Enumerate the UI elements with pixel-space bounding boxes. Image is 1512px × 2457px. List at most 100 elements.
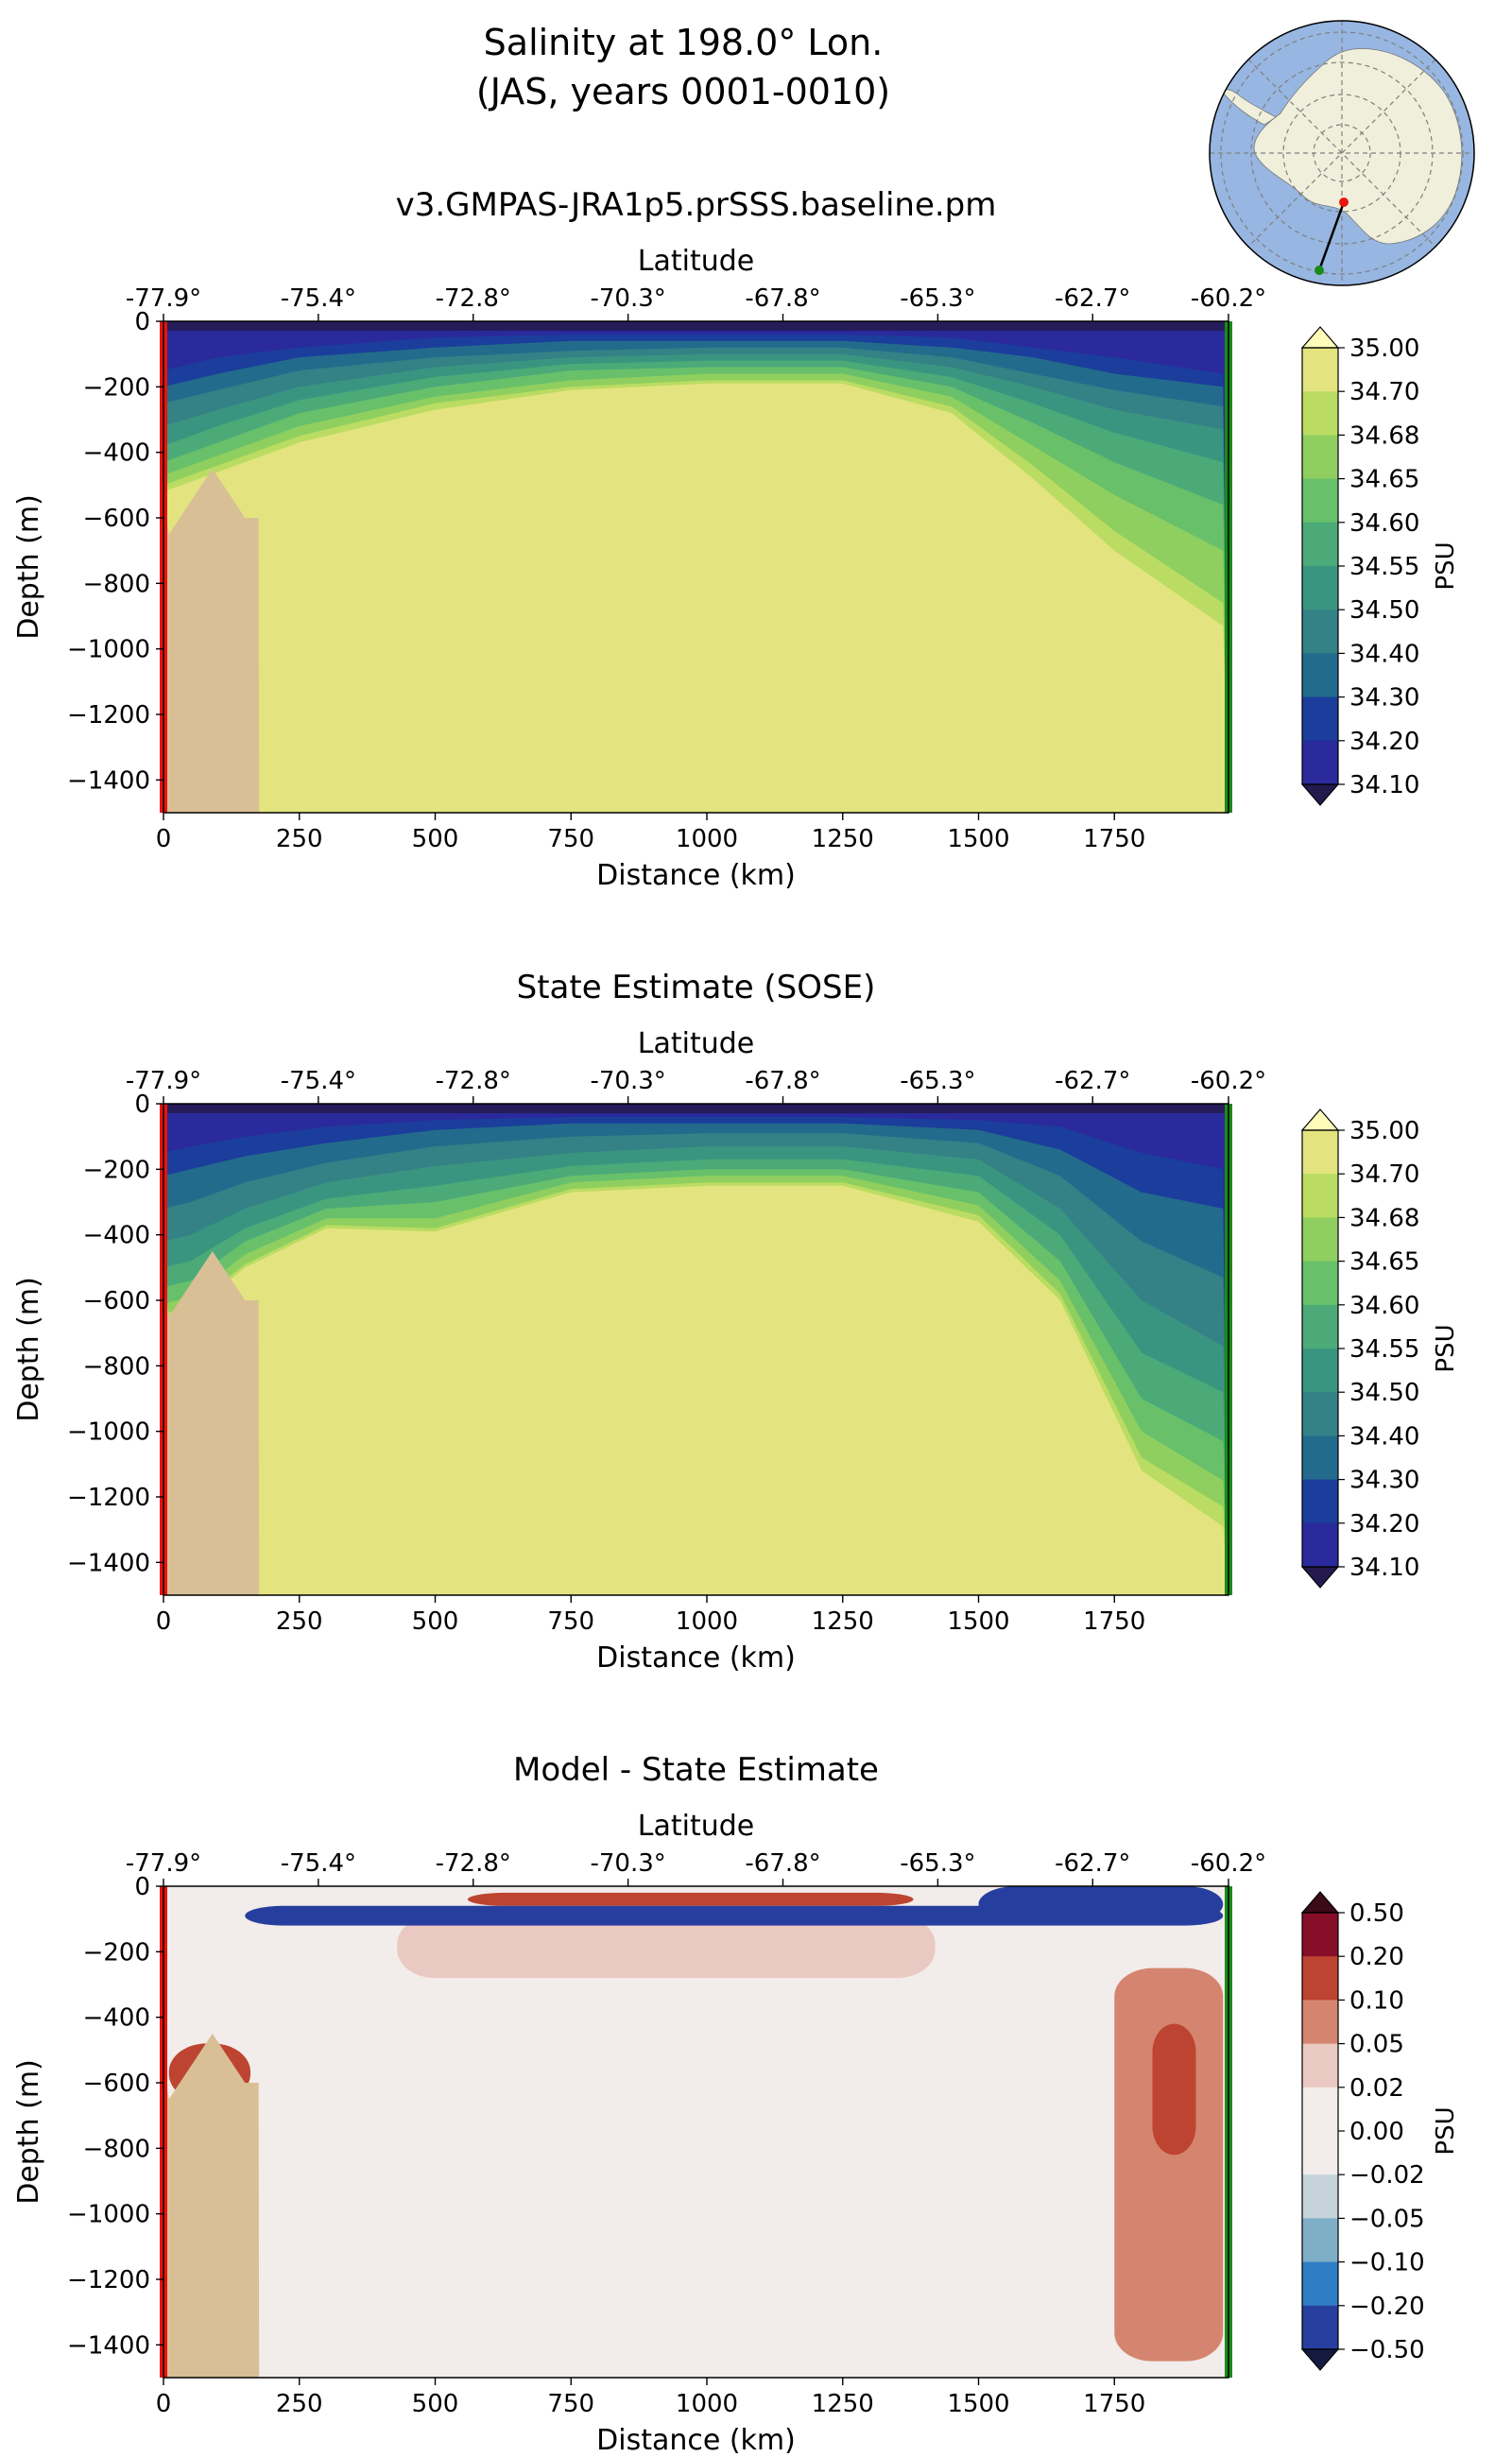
colorbar: 0.50 0.20 0.10 0.05 0.02 0.00 −0.02 −0.05 −0.10 −… xyxy=(1300,1891,1460,2371)
colorbar-segment xyxy=(1302,610,1338,654)
lat-tick-label: -62.7° xyxy=(1055,1067,1130,1095)
colorbar-segment xyxy=(1302,1349,1338,1393)
colorbar-tick-label: 35.00 xyxy=(1349,1117,1419,1145)
x-axis-label: Distance (km) xyxy=(596,859,796,892)
plot-area xyxy=(163,1886,1228,2378)
colorbar-segment xyxy=(1302,2087,1338,2132)
colorbar-tick-label: 34.40 xyxy=(1349,1422,1419,1451)
seafloor-bathymetry xyxy=(163,1251,260,1595)
lat-tick-label: -60.2° xyxy=(1191,1067,1266,1095)
x-tick-label: 250 xyxy=(276,2390,323,2418)
x-tick-label: 1750 xyxy=(1083,825,1145,853)
colorbar-segment xyxy=(1302,522,1338,567)
lat-tick-label: -60.2° xyxy=(1191,1849,1266,1878)
antarctica-landmass xyxy=(1253,48,1463,245)
plot-area xyxy=(163,1104,1228,1595)
x-tick-label: 1250 xyxy=(812,825,874,853)
lat-tick-label: -72.8° xyxy=(436,1849,511,1878)
x-tick-label: 1750 xyxy=(1083,1607,1145,1636)
panel-sose: State Estimate (SOSE) 0 250 500 750 1000 1250 1… xyxy=(12,969,1460,1675)
axes-frame xyxy=(163,1885,1229,2379)
colorbar-tick-label: −0.20 xyxy=(1349,2293,1425,2321)
y-tick-label: −600 xyxy=(83,1287,150,1315)
x-tick-label: 1750 xyxy=(1083,2390,1145,2418)
lat-tick-label: -67.8° xyxy=(745,284,820,313)
colorbar-segment xyxy=(1302,1522,1338,1568)
y-tick-label: −1200 xyxy=(67,1484,150,1512)
colorbar-tick-label: 0.50 xyxy=(1349,1899,1404,1928)
y-axis-label: Depth (m) xyxy=(12,2059,45,2205)
x-tick-label: 750 xyxy=(547,2390,594,2418)
x-tick-label: 0 xyxy=(156,825,172,853)
colorbar-segment xyxy=(1302,2218,1338,2263)
x-tick-label: 1000 xyxy=(676,2390,738,2418)
colorbar-tick-label: 34.30 xyxy=(1349,684,1419,713)
inset-map xyxy=(1209,20,1475,286)
y-tick-label: −200 xyxy=(83,1938,150,1967)
colorbar-segment xyxy=(1302,1913,1338,1957)
y-tick-label: −600 xyxy=(83,505,150,533)
transect-end-marker xyxy=(1314,266,1324,275)
lat-tick-label: -75.4° xyxy=(281,1067,356,1095)
colorbar-tick-label: −0.50 xyxy=(1349,2336,1425,2364)
lat-tick-label: -75.4° xyxy=(281,284,356,313)
x-tick-label: 500 xyxy=(412,2390,459,2418)
colorbar-tick-label: 34.70 xyxy=(1349,378,1419,406)
x-tick-label: 1000 xyxy=(676,1607,738,1636)
colorbar-label: PSU xyxy=(1432,541,1460,590)
colorbar-under-arrow xyxy=(1300,783,1340,806)
y-tick-label: −600 xyxy=(83,2070,150,2098)
colorbar-under-arrow xyxy=(1300,1566,1340,1589)
colorbar-tick-label: 34.20 xyxy=(1349,728,1419,756)
colorbar-segment xyxy=(1302,1130,1338,1175)
colorbar-tick-label: 34.30 xyxy=(1349,1467,1419,1495)
colorbar-segment xyxy=(1302,348,1338,392)
map-grid-meridian xyxy=(1247,59,1436,248)
transect-line xyxy=(1317,201,1346,271)
colorbar-segment xyxy=(1302,1479,1338,1524)
colorbar-tick-label: 34.55 xyxy=(1349,1335,1419,1364)
lat-tick-label: -62.7° xyxy=(1055,1849,1130,1878)
y-tick-label: −400 xyxy=(83,439,150,468)
colorbar-segment xyxy=(1302,740,1338,785)
lat-tick-label: -70.3° xyxy=(590,1067,665,1095)
x-tick-label: 750 xyxy=(547,1607,594,1636)
difference-region xyxy=(1152,2023,1196,2156)
colorbar-segment xyxy=(1302,1174,1338,1218)
lat-tick-label: -70.3° xyxy=(590,1849,665,1878)
salinity-band xyxy=(163,321,1228,331)
y-tick-label: 0 xyxy=(134,1873,150,1901)
lat-tick-label: -65.3° xyxy=(900,1849,975,1878)
y-tick-label: −400 xyxy=(83,1222,150,1250)
colorbar-tick-label: 0.20 xyxy=(1349,1943,1404,1971)
colorbar-tick-label: 0.02 xyxy=(1349,2074,1404,2103)
y-tick-label: −1400 xyxy=(67,2331,150,2360)
salinity-band xyxy=(163,1185,1228,1595)
plot-area xyxy=(163,321,1228,813)
colorbar-tick-label: −0.10 xyxy=(1349,2249,1425,2277)
colorbar-segment xyxy=(1302,1304,1338,1349)
x-tick-label: 1500 xyxy=(947,2390,1009,2418)
lat-tick-label: -77.9° xyxy=(126,1067,201,1095)
latitude-axis-label: Latitude xyxy=(638,245,754,278)
map-outline xyxy=(1209,20,1475,286)
colorbar: 35.00 34.70 34.68 34.65 34.60 34.55 34.50 34.40… xyxy=(1300,326,1460,806)
colorbar-segment xyxy=(1302,2131,1338,2175)
y-tick-label: 0 xyxy=(134,1091,150,1119)
colorbar-tick-label: 34.60 xyxy=(1349,509,1419,538)
colorbar-tick-label: −0.02 xyxy=(1349,2161,1425,2190)
colorbar-segment xyxy=(1302,1956,1338,2001)
x-tick-label: 500 xyxy=(412,1607,459,1636)
colorbar-tick-label: 34.50 xyxy=(1349,1379,1419,1407)
panel-title: v3.GMPAS-JRA1p5.prSSS.baseline.pm xyxy=(396,186,997,224)
colorbar-tick-label: 34.68 xyxy=(1349,1204,1419,1232)
colorbar-segment xyxy=(1302,696,1338,742)
difference-region xyxy=(397,1916,936,1979)
axes-frame xyxy=(163,320,1229,814)
colorbar-segment xyxy=(1302,566,1338,610)
colorbar-over-arrow xyxy=(1300,1108,1340,1131)
colorbar-over-arrow xyxy=(1300,326,1340,349)
colorbar-segment xyxy=(1302,478,1338,524)
seafloor-bathymetry xyxy=(163,469,260,813)
